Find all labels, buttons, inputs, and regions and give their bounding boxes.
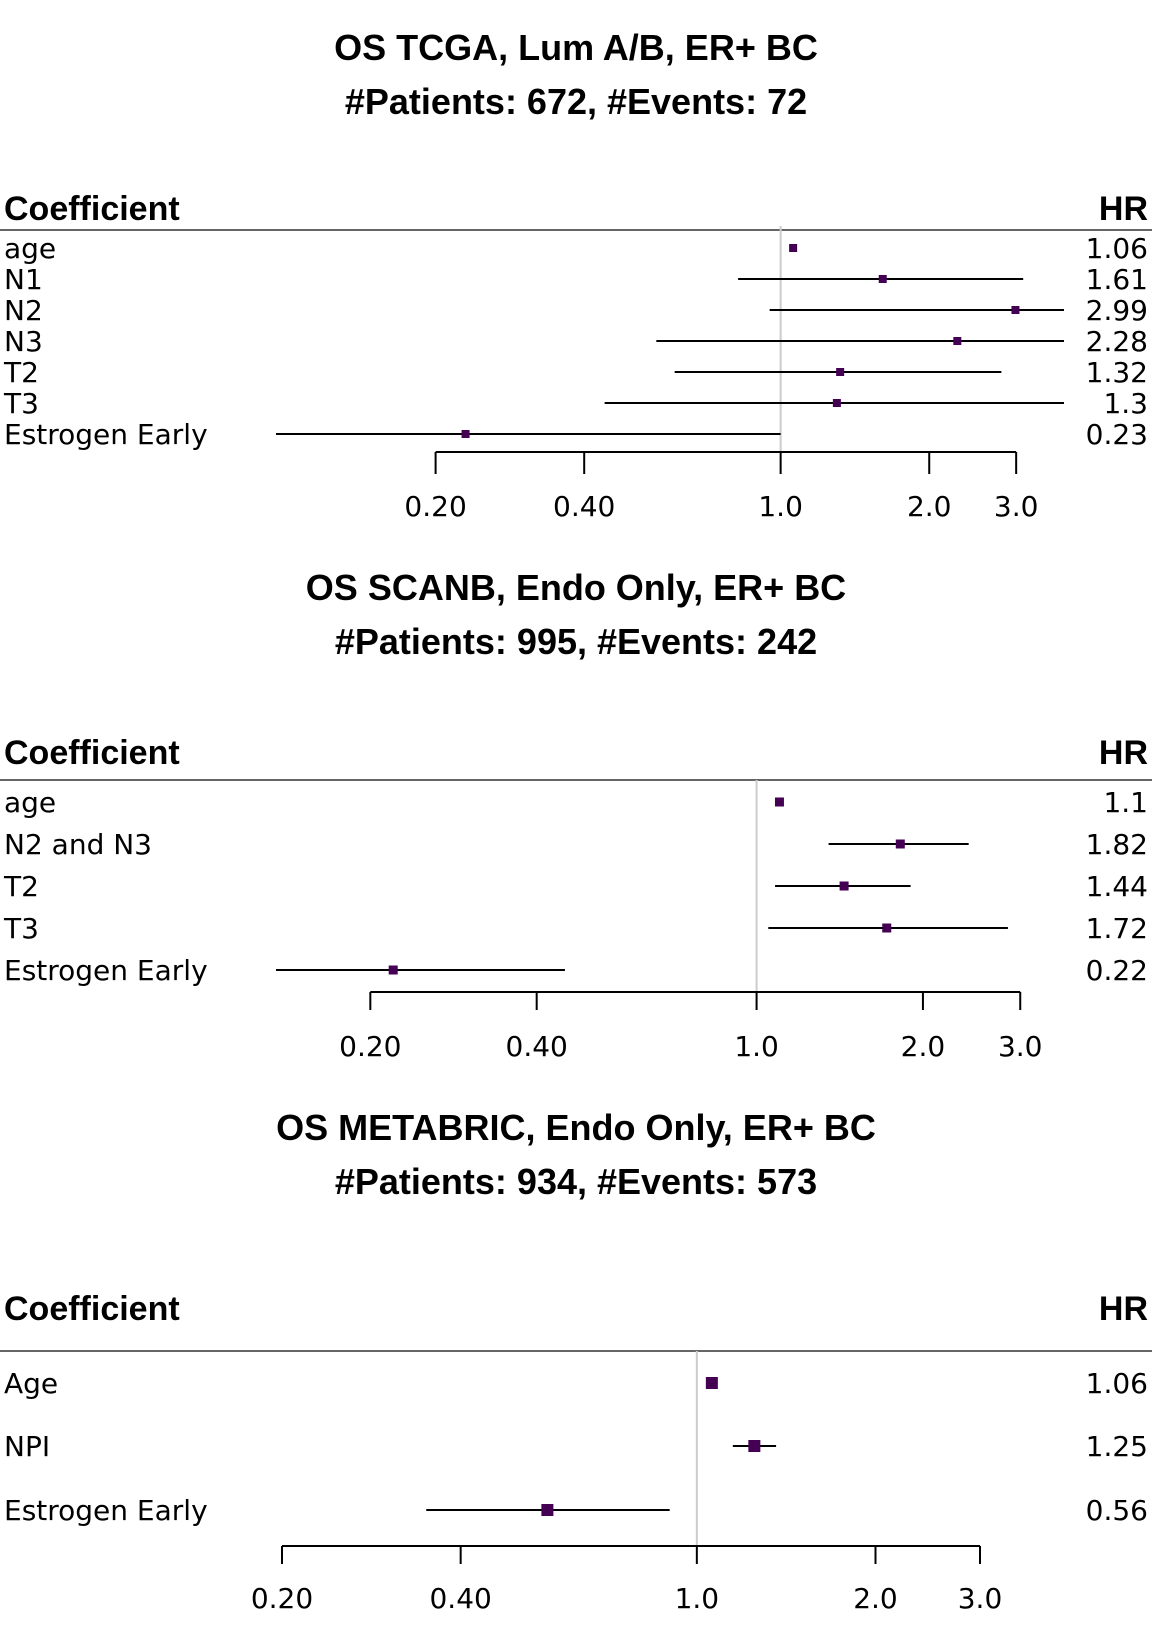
row-hr-value: 0.56	[1086, 1494, 1148, 1527]
hr-point	[895, 839, 905, 849]
row-label: NPI	[4, 1430, 50, 1463]
hr-point	[748, 1440, 761, 1452]
row-hr-value: 1.1	[1103, 786, 1148, 819]
row-hr-value: 0.23	[1086, 418, 1148, 451]
row-hr-value: 1.32	[1086, 356, 1148, 389]
row-hr-value: 1.06	[1086, 232, 1148, 265]
row-hr-value: 1.06	[1086, 1367, 1148, 1400]
row-label: age	[4, 232, 56, 265]
x-tick-label: 2.0	[907, 490, 952, 523]
row-hr-value: 2.99	[1086, 294, 1148, 327]
row-label: age	[4, 786, 56, 819]
row-hr-value: 1.44	[1086, 870, 1148, 903]
hr-point	[878, 275, 887, 283]
x-tick-label: 3.0	[994, 490, 1039, 523]
row-hr-value: 1.61	[1086, 263, 1148, 296]
x-tick-label: 2.0	[901, 1030, 946, 1063]
row-hr-value: 0.22	[1086, 954, 1148, 987]
hr-point	[839, 881, 849, 891]
row-hr-value: 2.28	[1086, 325, 1148, 358]
x-tick-label: 0.20	[251, 1582, 313, 1615]
x-tick-label: 2.0	[853, 1582, 898, 1615]
column-header-hr: HR	[1099, 1290, 1148, 1328]
hr-point	[461, 430, 470, 438]
row-label: Estrogen Early	[4, 1494, 208, 1527]
chart-title: OS SCANB, Endo Only, ER+ BC	[306, 567, 846, 608]
x-tick-label: 0.40	[429, 1582, 491, 1615]
x-tick-label: 0.20	[339, 1030, 401, 1063]
column-header-coefficient: Coefficient	[4, 190, 180, 228]
row-label: N1	[4, 263, 43, 296]
row-label: N3	[4, 325, 43, 358]
row-label: Estrogen Early	[4, 954, 208, 987]
column-header-hr: HR	[1099, 734, 1148, 772]
chart-subtitle: #Patients: 934, #Events: 573	[335, 1161, 817, 1202]
column-header-coefficient: Coefficient	[4, 1290, 180, 1328]
hr-point	[1011, 306, 1020, 314]
hr-point	[836, 368, 845, 376]
chart-subtitle: #Patients: 672, #Events: 72	[345, 81, 807, 122]
chart-title: OS METABRIC, Endo Only, ER+ BC	[276, 1107, 876, 1148]
column-header-hr: HR	[1099, 190, 1148, 228]
hr-point	[789, 244, 798, 252]
row-label: N2	[4, 294, 43, 327]
row-label: T2	[3, 870, 39, 903]
column-header-coefficient: Coefficient	[4, 734, 180, 772]
x-tick-label: 3.0	[998, 1030, 1043, 1063]
x-tick-label: 0.40	[506, 1030, 568, 1063]
row-label: N2 and N3	[4, 828, 152, 861]
row-label: T3	[3, 387, 39, 420]
x-tick-label: 1.0	[758, 490, 803, 523]
x-tick-label: 1.0	[734, 1030, 779, 1063]
chart-title: OS TCGA, Lum A/B, ER+ BC	[334, 27, 818, 68]
hr-point	[388, 965, 398, 975]
row-label: T2	[3, 356, 39, 389]
hr-point	[953, 337, 962, 345]
x-tick-label: 1.0	[675, 1582, 720, 1615]
x-tick-label: 3.0	[958, 1582, 1003, 1615]
row-hr-value: 1.3	[1103, 387, 1148, 420]
row-hr-value: 1.72	[1086, 912, 1148, 945]
hr-point	[541, 1504, 554, 1516]
row-hr-value: 1.25	[1086, 1430, 1148, 1463]
hr-point	[832, 399, 841, 407]
hr-point	[882, 923, 892, 933]
row-hr-value: 1.82	[1086, 828, 1148, 861]
hr-point	[705, 1377, 718, 1389]
x-tick-label: 0.20	[404, 490, 466, 523]
row-label: Age	[4, 1367, 58, 1400]
row-label: Estrogen Early	[4, 418, 208, 451]
x-tick-label: 0.40	[553, 490, 615, 523]
hr-point	[774, 797, 784, 807]
row-label: T3	[3, 912, 39, 945]
chart-subtitle: #Patients: 995, #Events: 242	[335, 621, 817, 662]
